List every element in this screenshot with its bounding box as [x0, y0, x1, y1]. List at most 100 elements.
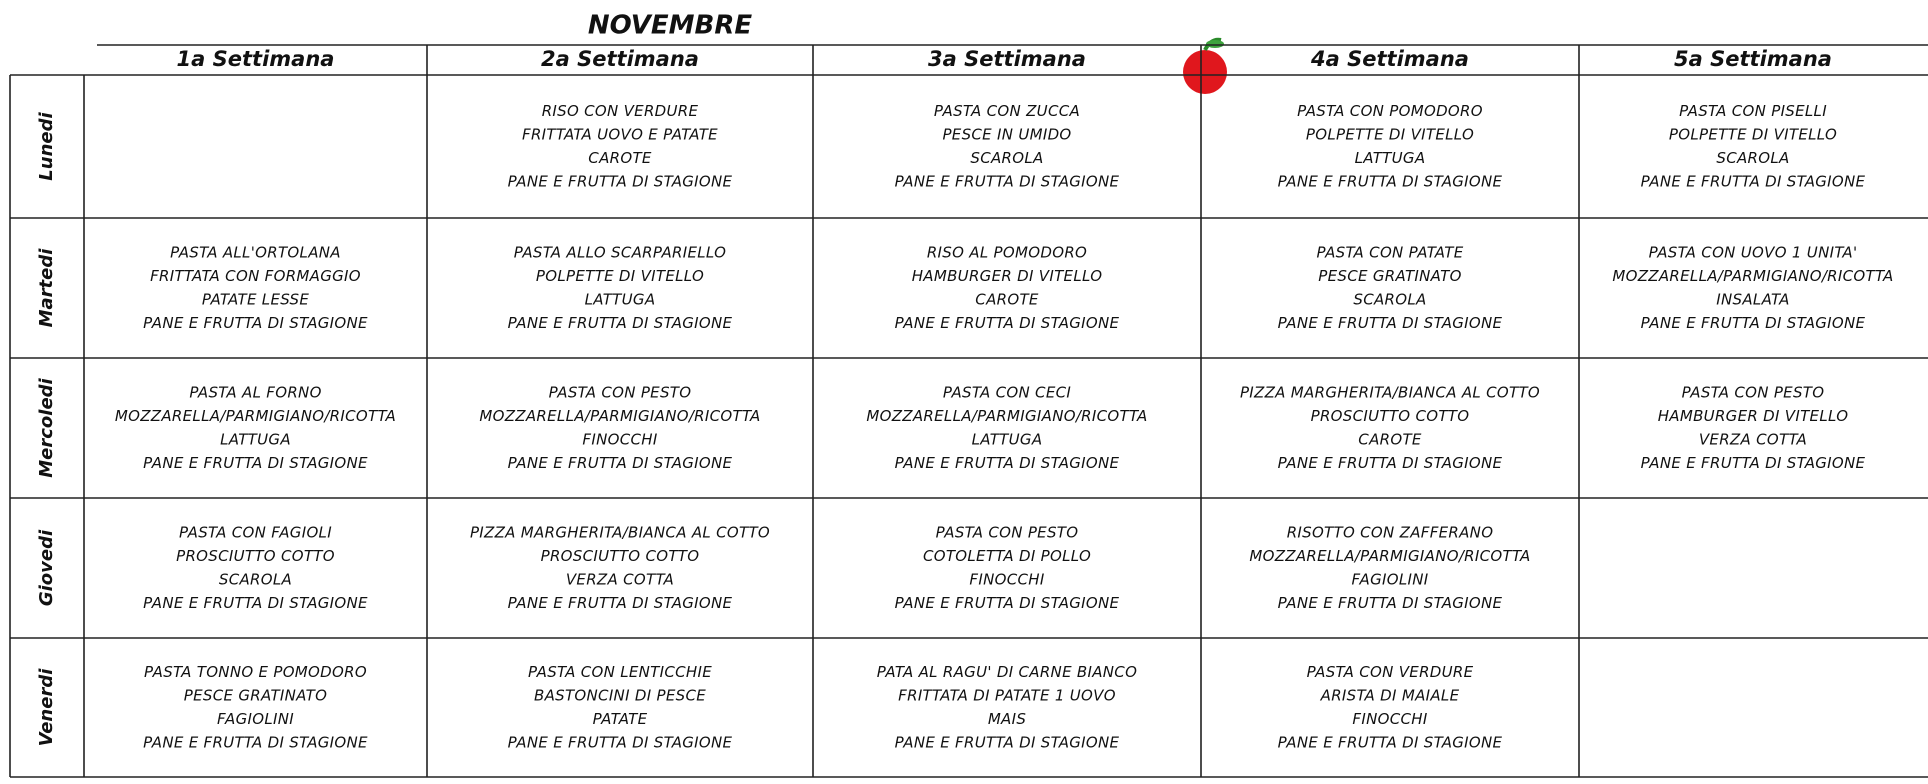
menu-item: PASTA TONNO E POMODORO	[144, 663, 367, 681]
menu-item: SCAROLA	[970, 149, 1043, 167]
menu-item: VERZA COTTA	[566, 570, 674, 588]
menu-item: PATA AL RAGU' DI CARNE BIANCO	[877, 663, 1137, 681]
menu-item: PANE E FRUTTA DI STAGIONE	[508, 594, 733, 612]
menu-item: PASTA CON VERDURE	[1307, 663, 1474, 681]
menu-item: PATATE	[593, 710, 648, 728]
column-header: 2a Settimana	[541, 47, 699, 71]
menu-item: PASTA CON POMODORO	[1297, 102, 1483, 120]
menu-item: PANE E FRUTTA DI STAGIONE	[143, 594, 368, 612]
menu-item: FINOCCHI	[969, 570, 1044, 588]
menu-item: PASTA ALL'ORTOLANA	[170, 243, 341, 261]
menu-item: FINOCCHI	[1352, 710, 1427, 728]
menu-item: POLPETTE DI VITELLO	[1306, 125, 1474, 143]
menu-item: PANE E FRUTTA DI STAGIONE	[143, 733, 368, 751]
menu-item: LATTUGA	[1355, 149, 1426, 167]
menu-item: POLPETTE DI VITELLO	[536, 267, 704, 285]
menu-item: PESCE GRATINATO	[184, 686, 327, 704]
day-label: Giovedi	[36, 529, 57, 606]
menu-item: MAIS	[988, 710, 1027, 728]
menu-item: LATTUGA	[585, 290, 656, 308]
menu-item: PROSCIUTTO COTTO	[1311, 407, 1470, 425]
menu-item: PASTA CON PATATE	[1316, 243, 1463, 261]
menu-item: PIZZA MARGHERITA/BIANCA AL COTTO	[470, 523, 770, 541]
menu-item: BASTONCINI DI PESCE	[534, 686, 706, 704]
menu-item: PANE E FRUTTA DI STAGIONE	[1278, 594, 1503, 612]
day-label: Lunedi	[36, 111, 57, 180]
menu-item: COTOLETTA DI POLLO	[923, 547, 1091, 565]
title: NOVEMBRE	[588, 11, 753, 41]
menu-item: CAROTE	[975, 290, 1039, 308]
menu-item: POLPETTE DI VITELLO	[1669, 125, 1837, 143]
menu-item: PROSCIUTTO COTTO	[176, 547, 335, 565]
menu-item: PANE E FRUTTA DI STAGIONE	[143, 314, 368, 332]
menu-item: MOZZARELLA/PARMIGIANO/RICOTTA	[1612, 267, 1893, 285]
menu-item: PASTA CON ZUCCA	[934, 102, 1080, 120]
menu-item: PANE E FRUTTA DI STAGIONE	[1278, 172, 1503, 190]
menu-item: PANE E FRUTTA DI STAGIONE	[1641, 314, 1866, 332]
column-header: 3a Settimana	[928, 47, 1086, 71]
menu-item: PESCE GRATINATO	[1318, 267, 1461, 285]
menu-item: PASTA CON LENTICCHIE	[528, 663, 712, 681]
menu-item: CAROTE	[1358, 430, 1422, 448]
menu-item: INSALATA	[1716, 290, 1789, 308]
menu-item: PANE E FRUTTA DI STAGIONE	[895, 594, 1120, 612]
menu-item: ARISTA DI MAIALE	[1320, 686, 1460, 704]
menu-item: PESCE IN UMIDO	[942, 125, 1071, 143]
menu-item: PASTA CON UOVO 1 UNITA'	[1649, 243, 1858, 261]
menu-item: HAMBURGER DI VITELLO	[1658, 407, 1849, 425]
menu-item: PANE E FRUTTA DI STAGIONE	[1641, 172, 1866, 190]
menu-item: VERZA COTTA	[1699, 430, 1807, 448]
menu-item: PANE E FRUTTA DI STAGIONE	[895, 454, 1120, 472]
menu-item: PANE E FRUTTA DI STAGIONE	[1641, 454, 1866, 472]
menu-item: PANE E FRUTTA DI STAGIONE	[1278, 733, 1503, 751]
menu-item: PANE E FRUTTA DI STAGIONE	[895, 172, 1120, 190]
menu-item: MOZZARELLA/PARMIGIANO/RICOTTA	[866, 407, 1147, 425]
menu-item: SCAROLA	[1716, 149, 1789, 167]
menu-item: PANE E FRUTTA DI STAGIONE	[508, 314, 733, 332]
menu-item: FINOCCHI	[582, 430, 657, 448]
column-header: 4a Settimana	[1310, 47, 1469, 71]
menu-item: FRITTATA UOVO E PATATE	[522, 125, 718, 143]
apple-decoration	[1183, 37, 1227, 94]
menu-item: PANE E FRUTTA DI STAGIONE	[895, 733, 1120, 751]
menu-item: PASTA CON FAGIOLI	[179, 523, 332, 541]
menu-item: PANE E FRUTTA DI STAGIONE	[508, 454, 733, 472]
menu-item: PASTA ALLO SCARPARIELLO	[514, 243, 727, 261]
column-header: 1a Settimana	[177, 47, 335, 71]
menu-item: PASTA CON PISELLI	[1679, 102, 1827, 120]
menu-item: MOZZARELLA/PARMIGIANO/RICOTTA	[479, 407, 760, 425]
menu-item: RISOTTO CON ZAFFERANO	[1287, 523, 1494, 541]
column-header: 5a Settimana	[1674, 47, 1832, 71]
day-label: Martedi	[36, 248, 57, 328]
menu-item: PROSCIUTTO COTTO	[541, 547, 700, 565]
menu-item: PASTA AL FORNO	[189, 383, 321, 401]
menu-item: RISO CON VERDURE	[542, 102, 699, 120]
menu-item: LATTUGA	[220, 430, 291, 448]
menu-item: RISO AL POMODORO	[927, 243, 1087, 261]
day-label: Mercoledi	[36, 377, 57, 477]
menu-item: FRITTATA CON FORMAGGIO	[150, 267, 361, 285]
menu-item: FAGIOLINI	[217, 710, 294, 728]
menu-item: PANE E FRUTTA DI STAGIONE	[1278, 314, 1503, 332]
menu-item: PATATE LESSE	[202, 290, 309, 308]
menu-item: PANE E FRUTTA DI STAGIONE	[895, 314, 1120, 332]
menu-item: SCAROLA	[219, 570, 292, 588]
day-label: Venerdi	[36, 668, 57, 747]
menu-item: CAROTE	[588, 149, 652, 167]
menu-item: PASTA CON PESTO	[549, 383, 692, 401]
menu-item: FRITTATA DI PATATE 1 UOVO	[898, 686, 1116, 704]
menu-item: PANE E FRUTTA DI STAGIONE	[508, 733, 733, 751]
menu-item: PASTA CON CECI	[943, 383, 1071, 401]
menu-item: FAGIOLINI	[1352, 570, 1429, 588]
menu-item: MOZZARELLA/PARMIGIANO/RICOTTA	[115, 407, 396, 425]
menu-item: HAMBURGER DI VITELLO	[912, 267, 1103, 285]
menu-item: PASTA CON PESTO	[1682, 383, 1825, 401]
menu-item: SCAROLA	[1353, 290, 1426, 308]
menu-item: LATTUGA	[972, 430, 1043, 448]
menu-item: PIZZA MARGHERITA/BIANCA AL COTTO	[1240, 383, 1540, 401]
menu-item: PANE E FRUTTA DI STAGIONE	[508, 172, 733, 190]
menu-item: MOZZARELLA/PARMIGIANO/RICOTTA	[1249, 547, 1530, 565]
menu-item: PASTA CON PESTO	[936, 523, 1079, 541]
menu-item: PANE E FRUTTA DI STAGIONE	[143, 454, 368, 472]
